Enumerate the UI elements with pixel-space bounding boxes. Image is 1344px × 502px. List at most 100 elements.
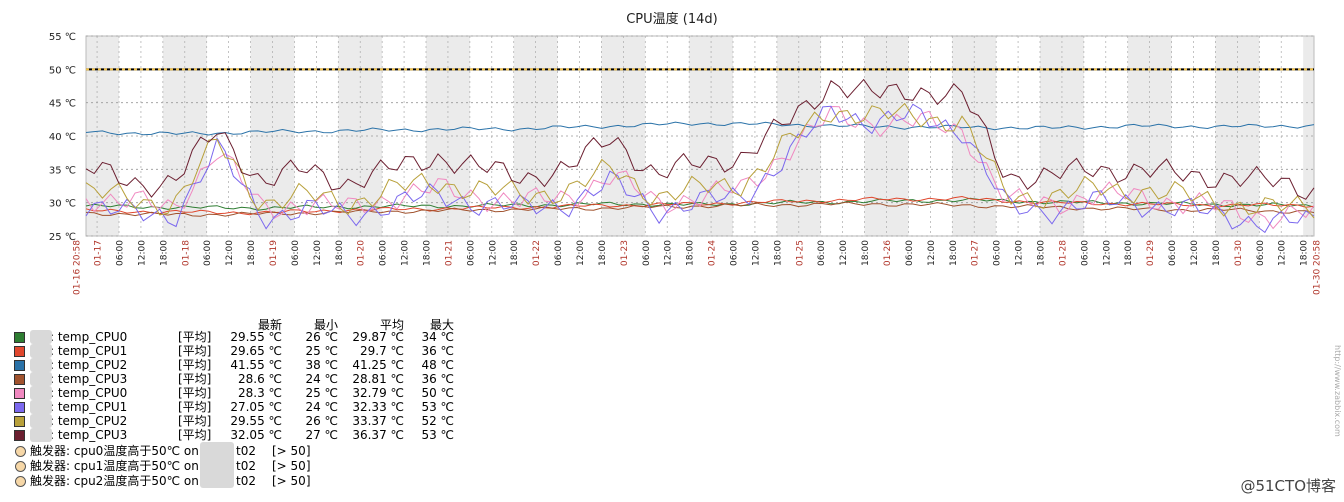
- x-tick-label: 06:00: [993, 240, 1003, 266]
- legend-item: t01: temp_CPU2 [平均] 29.55 ℃ 26 ℃ 33.37 ℃ 52 ℃: [14, 414, 474, 428]
- legend-swatch: [14, 360, 25, 371]
- legend-avg: 29.87 ℃: [352, 330, 404, 344]
- legend-name: t02: temp_CPU1: [30, 344, 128, 358]
- legend-max: 34 ℃: [421, 330, 454, 344]
- x-tick-label: 12:00: [313, 240, 323, 266]
- x-tick-label: 01-18: [181, 240, 191, 266]
- legend-agg: [平均]: [178, 400, 212, 414]
- trigger-dot-icon: [15, 476, 26, 487]
- x-tick-label: 06:00: [1168, 240, 1178, 266]
- legend-max: 36 ℃: [421, 344, 454, 358]
- legend-last: 28.6 ℃: [237, 372, 282, 386]
- legend-name: t02: temp_CPU3: [30, 372, 128, 386]
- legend-agg: [平均]: [178, 358, 212, 372]
- side-mark: http://www.zabbix.com: [1333, 345, 1342, 437]
- x-tick-label: 12:00: [488, 240, 498, 266]
- legend-last: 28.3 ℃: [237, 386, 282, 400]
- x-tick-label: 18:00: [159, 240, 169, 266]
- x-tick-label: 06:00: [466, 240, 476, 266]
- watermark: @51CTO博客: [1240, 477, 1336, 495]
- legend-item: t02: temp_CPU0 [平均] 29.55 ℃ 26 ℃ 29.87 ℃ 34 ℃: [14, 330, 474, 344]
- x-tick-label: 12:00: [751, 240, 761, 266]
- legend-max: 53 ℃: [421, 400, 454, 414]
- trigger-host: t02: [236, 459, 256, 473]
- y-tick-label: 30 ℃: [49, 199, 76, 210]
- x-tick-label: 18:00: [1037, 240, 1047, 266]
- x-tick-label: 06:00: [116, 240, 126, 266]
- x-tick-label: 01-25: [795, 240, 805, 266]
- y-tick-label: 45 ℃: [49, 99, 76, 110]
- x-tick-label: 12:00: [576, 240, 586, 266]
- legend-avg: 32.79 ℃: [352, 386, 404, 400]
- x-tick-label: 12:00: [1015, 240, 1025, 266]
- x-tick-label: 12:00: [401, 240, 411, 266]
- x-tick-label: 06:00: [730, 240, 740, 266]
- legend-max: 36 ℃: [421, 372, 454, 386]
- x-tick-label: 12:00: [137, 240, 147, 266]
- x-tick-label: 01-28: [1058, 240, 1068, 266]
- legend-item: t02: temp_CPU1 [平均] 29.65 ℃ 25 ℃ 29.7 ℃ 36 ℃: [14, 344, 474, 358]
- chart-title: CPU温度 (14d): [626, 11, 718, 27]
- redacted-host: [30, 386, 52, 400]
- y-tick-label: 35 ℃: [49, 165, 76, 176]
- legend-name: t01: temp_CPU0: [30, 386, 128, 400]
- x-tick-label: 01-26: [883, 240, 893, 266]
- series-line: [85, 78, 1315, 200]
- legend-last: 29.65 ℃: [230, 344, 282, 358]
- x-tick-label: 18:00: [949, 240, 959, 266]
- legend-max: 52 ℃: [421, 414, 454, 428]
- y-tick-label: 55 ℃: [49, 32, 76, 43]
- x-tick-label: 18:00: [1124, 240, 1134, 266]
- legend-agg: [平均]: [178, 372, 212, 386]
- trigger-host: t02: [236, 444, 256, 458]
- x-tick-label: 06:00: [905, 240, 915, 266]
- x-tick-label: 12:00: [664, 240, 674, 266]
- trigger-item: 触发器: cpu2温度高于50℃ on t02 [> 50]: [14, 474, 414, 489]
- x-tick-label: 18:00: [247, 240, 257, 266]
- legend-agg: [平均]: [178, 344, 212, 358]
- redacted-host: [30, 400, 52, 414]
- series-line: [85, 121, 1315, 136]
- legend-item: t01: temp_CPU1 [平均] 27.05 ℃ 24 ℃ 32.33 ℃ 53 ℃: [14, 400, 474, 414]
- x-tick-label: 12:00: [927, 240, 937, 266]
- legend-min: 27 ℃: [305, 428, 338, 442]
- legend-last: 32.05 ℃: [230, 428, 282, 442]
- x-tick-label: 12:00: [1102, 240, 1112, 266]
- trigger-name: 触发器: cpu0温度高于50℃ on: [30, 444, 199, 458]
- legend-min: 24 ℃: [305, 372, 338, 386]
- series-line: [85, 102, 1315, 219]
- x-tick-label: 01-24: [708, 240, 718, 266]
- legend-avg: 28.81 ℃: [352, 372, 404, 386]
- legend-item: t02: temp_CPU3 [平均] 28.6 ℃ 24 ℃ 28.81 ℃ 36 ℃: [14, 372, 474, 386]
- trigger-host: t02: [236, 474, 256, 488]
- legend-avg: 32.33 ℃: [352, 400, 404, 414]
- x-tick-label: 06:00: [1256, 240, 1266, 266]
- trigger-name: 触发器: cpu1温度高于50℃ on: [30, 459, 199, 473]
- legend-name: t02: temp_CPU2: [30, 358, 128, 372]
- legend-name: t01: temp_CPU1: [30, 400, 128, 414]
- legend-swatch: [14, 388, 25, 399]
- redacted-host: [30, 358, 52, 372]
- legend-min: 25 ℃: [305, 344, 338, 358]
- legend-name: t01: temp_CPU3: [30, 428, 128, 442]
- x-tick-label: 01-29: [1146, 240, 1156, 266]
- x-tick-label: 01-21: [444, 240, 454, 266]
- x-tick-label: 18:00: [1300, 240, 1310, 266]
- x-tick-label: 18:00: [686, 240, 696, 266]
- legend-name: t02: temp_CPU0: [30, 330, 128, 344]
- legend-min: 25 ℃: [305, 386, 338, 400]
- x-tick-label: 01-27: [971, 240, 981, 266]
- x-tick-label: 01-20: [357, 240, 367, 266]
- x-tick-label: 06:00: [642, 240, 652, 266]
- trigger-item: 触发器: cpu0温度高于50℃ on t02 [> 50]: [14, 444, 414, 459]
- redacted-host: [30, 414, 52, 428]
- legend-min: 26 ℃: [305, 414, 338, 428]
- legend-swatch: [14, 374, 25, 385]
- legend-swatch: [14, 346, 25, 357]
- legend-swatch: [14, 402, 25, 413]
- x-tick-label: 01-30 20:58: [1313, 240, 1323, 295]
- x-tick-label: 01-22: [532, 240, 542, 266]
- legend-header-max: 最大: [429, 318, 454, 332]
- x-tick-label: 18:00: [423, 240, 433, 266]
- x-tick-label: 06:00: [1080, 240, 1090, 266]
